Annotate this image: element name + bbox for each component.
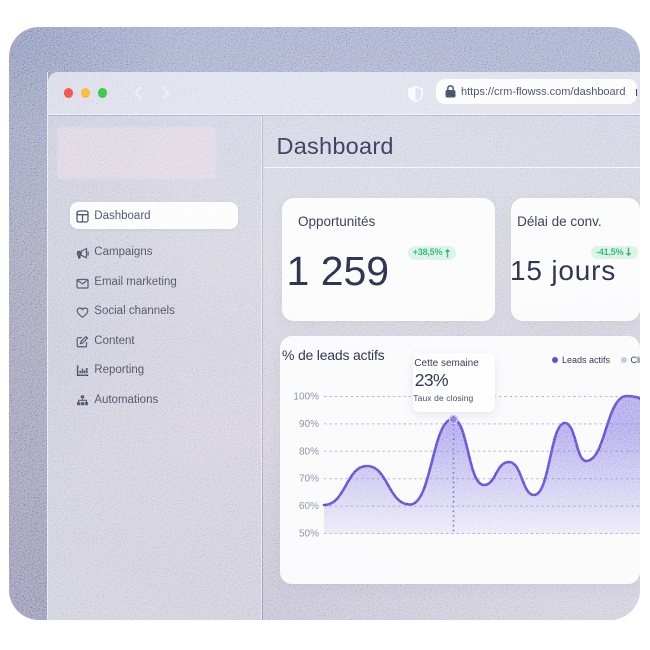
svg-text:80%: 80% [299,446,319,457]
svg-text:100%: 100% [293,392,319,403]
svg-text:90%: 90% [299,419,319,430]
svg-text:50%: 50% [299,528,319,539]
svg-text:70%: 70% [299,474,319,485]
svg-text:60%: 60% [299,501,319,512]
